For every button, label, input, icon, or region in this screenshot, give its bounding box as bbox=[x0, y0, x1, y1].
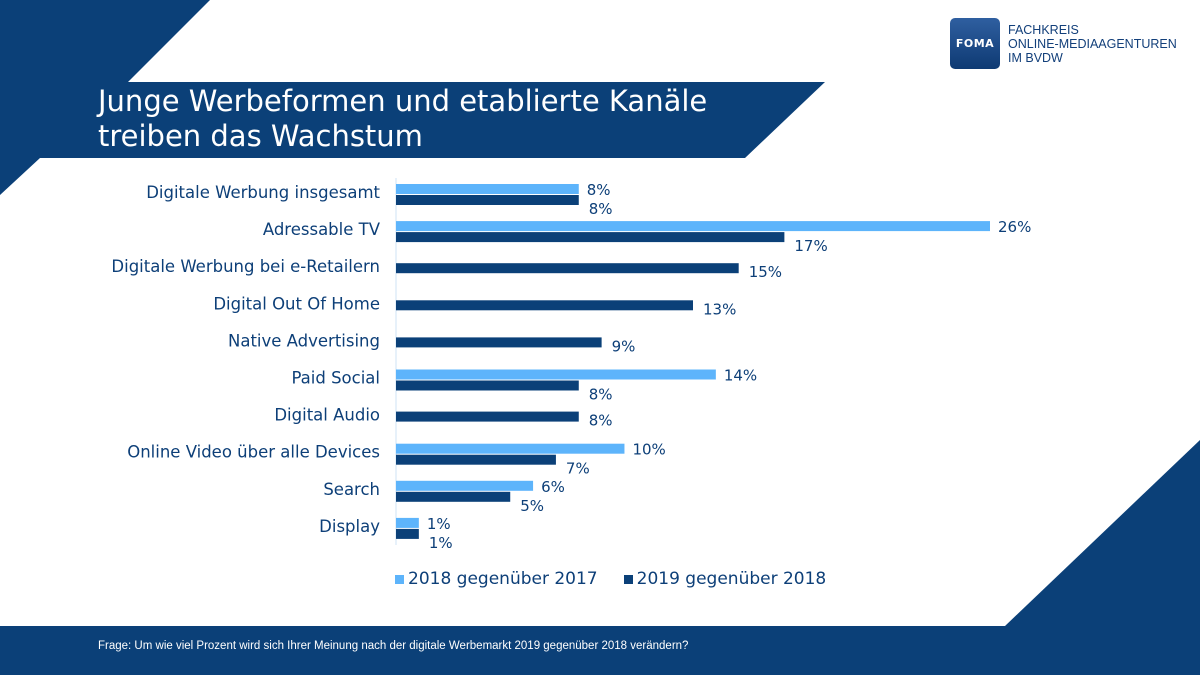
data-label-2019: 5% bbox=[520, 497, 544, 515]
data-label-2019: 1% bbox=[429, 534, 453, 552]
legend-swatch-dark bbox=[623, 574, 633, 584]
category-label: Digital Out Of Home bbox=[213, 294, 380, 313]
title-line-1: Junge Werbeformen und etablierte Kanäle bbox=[98, 84, 708, 118]
legend: 2018 gegenüber 2017 2019 gegenüber 2018 bbox=[395, 569, 852, 589]
legend-item-2019: 2019 gegenüber 2018 bbox=[623, 569, 827, 589]
data-label-2018: 8% bbox=[587, 181, 611, 199]
footer: Frage: Um wie viel Prozent wird sich Ihr… bbox=[0, 626, 1200, 675]
bar-2018 bbox=[396, 480, 534, 491]
data-label-2019: 8% bbox=[589, 386, 613, 404]
data-label-2019: 17% bbox=[794, 237, 827, 255]
bar-2018 bbox=[396, 221, 990, 232]
bar-2019 bbox=[396, 232, 785, 243]
bar-2019 bbox=[396, 300, 693, 311]
bar-2019 bbox=[396, 337, 602, 348]
bar-2019 bbox=[396, 380, 579, 391]
category-label: Digitale Werbung insgesamt bbox=[146, 183, 380, 202]
bar-2019 bbox=[396, 454, 556, 465]
logo-mark: FOMA bbox=[950, 18, 1000, 69]
category-label: Digitale Werbung bei e-Retailern bbox=[111, 257, 380, 276]
title-line-2: treiben das Wachstum bbox=[98, 119, 423, 153]
logo-line: FACHKREIS bbox=[1008, 22, 1079, 37]
category-label: Native Advertising bbox=[228, 331, 380, 350]
data-label-2019: 7% bbox=[566, 460, 590, 478]
corner-triangle bbox=[1005, 440, 1200, 626]
page-title: Junge Werbeformen und etablierte Kanäle … bbox=[98, 84, 707, 154]
category-label: Digital Audio bbox=[274, 406, 380, 425]
legend-item-2018: 2018 gegenüber 2017 bbox=[395, 569, 598, 589]
data-label-2019: 8% bbox=[589, 200, 613, 218]
category-label: Paid Social bbox=[291, 369, 380, 388]
category-label: Adressable TV bbox=[263, 220, 381, 239]
data-label-2019: 15% bbox=[749, 263, 782, 281]
data-label-2018: 14% bbox=[724, 367, 757, 385]
bar-2018 bbox=[396, 184, 579, 194]
bar-2019 bbox=[396, 491, 511, 502]
footer-question: Frage: Um wie viel Prozent wird sich Ihr… bbox=[98, 640, 689, 652]
bar-2019 bbox=[396, 411, 579, 422]
legend-swatch-light bbox=[395, 574, 404, 584]
bar-2019 bbox=[396, 263, 739, 274]
data-label-2019: 13% bbox=[703, 300, 736, 318]
title-band bbox=[0, 0, 825, 195]
data-label-2018: 6% bbox=[541, 478, 565, 496]
logo-line: IM BVDW bbox=[1008, 50, 1063, 65]
data-label-2018: 1% bbox=[427, 515, 451, 533]
legend-label: 2018 gegenüber 2017 bbox=[408, 569, 598, 589]
category-label: Display bbox=[319, 517, 380, 536]
data-label-2019: 8% bbox=[589, 412, 613, 430]
category-label: Online Video über alle Devices bbox=[127, 443, 380, 462]
data-label-2019: 9% bbox=[612, 337, 636, 355]
bar-2018 bbox=[396, 517, 419, 528]
foma-logo: FOMA FACHKREIS ONLINE-MEDIAAGENTUREN IM … bbox=[950, 18, 1177, 69]
bar-2018 bbox=[396, 369, 716, 380]
bar-2018 bbox=[396, 443, 625, 454]
logo-line: ONLINE-MEDIAAGENTUREN bbox=[1008, 36, 1177, 51]
legend-label: 2019 gegenüber 2018 bbox=[636, 569, 827, 589]
bar-2019 bbox=[396, 195, 579, 205]
logo-text: FACHKREIS ONLINE-MEDIAAGENTUREN IM BVDW bbox=[1008, 23, 1177, 65]
bar-2019 bbox=[396, 528, 419, 539]
category-label: Search bbox=[323, 480, 380, 499]
data-label-2018: 26% bbox=[998, 218, 1031, 236]
data-label-2018: 10% bbox=[632, 441, 665, 459]
